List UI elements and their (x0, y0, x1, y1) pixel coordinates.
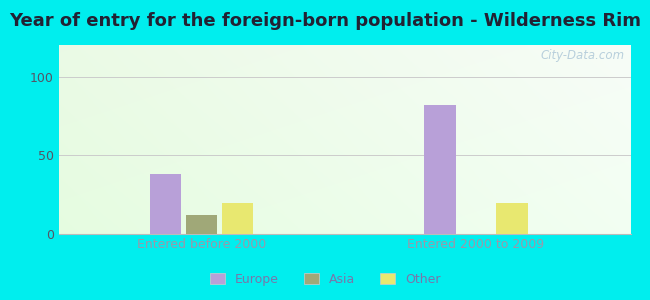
Bar (150, 174, 181, 234)
Legend: Europe, Asia, Other: Europe, Asia, Other (205, 268, 445, 291)
Bar (186, 215, 217, 234)
Text: City-Data.com: City-Data.com (541, 49, 625, 62)
Bar (222, 202, 254, 234)
Bar (424, 105, 456, 234)
Bar (497, 202, 528, 234)
Text: Year of entry for the foreign-born population - Wilderness Rim: Year of entry for the foreign-born popul… (9, 12, 641, 30)
